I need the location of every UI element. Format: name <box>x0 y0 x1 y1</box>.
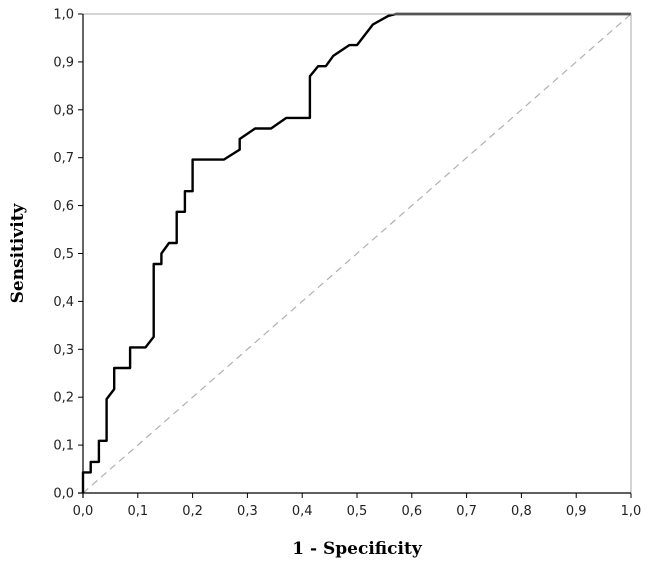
roc-curve <box>81 12 631 493</box>
y-tick-label: 0,2 <box>53 391 74 406</box>
y-tick-label: 0,8 <box>53 103 74 118</box>
y-tick-label: 1,0 <box>53 8 74 23</box>
x-tick-label: 0,6 <box>401 504 422 519</box>
y-tick-label: 0,6 <box>53 199 74 214</box>
x-tick-label: 0,1 <box>127 504 148 519</box>
y-axis-title: Sensitivity <box>8 202 28 303</box>
x-tick-label: 0,5 <box>347 504 368 519</box>
x-tick-label: 0,3 <box>237 504 258 519</box>
y-tick-label: 0,0 <box>53 487 74 502</box>
y-tick-label: 0,3 <box>53 343 74 358</box>
y-tick-label: 0,4 <box>53 295 74 310</box>
x-tick-label: 0,8 <box>511 504 532 519</box>
y-tick-label: 0,1 <box>53 439 74 454</box>
y-tick-label: 0,9 <box>53 55 74 70</box>
y-tick-label: 0,5 <box>53 247 74 262</box>
reference-diagonal-line <box>82 13 632 494</box>
x-tick-label: 0,2 <box>182 504 203 519</box>
x-tick-label: 0,9 <box>566 504 587 519</box>
x-tick-label: 0,4 <box>292 504 313 519</box>
y-axis: 0,0 0,1 0,2 0,3 0,4 0,5 0,6 0,7 0,8 0,9 1,0 <box>53 8 83 502</box>
x-tick-label: 0,7 <box>456 504 477 519</box>
x-tick-label: 1,0 <box>621 504 642 519</box>
x-axis: 0,0 0,1 0,2 0,3 0,4 0,5 0,6 0,7 0,8 0,9 1,0 <box>73 493 642 519</box>
x-tick-label: 0,0 <box>73 504 94 519</box>
x-axis-title: 1 - Specificity <box>292 539 423 559</box>
y-tick-label: 0,7 <box>53 151 74 166</box>
